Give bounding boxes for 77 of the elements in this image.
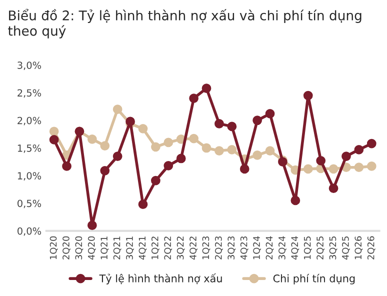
x-tick-label: 4Q24 (291, 236, 300, 260)
point (202, 84, 212, 94)
x-tick-label: 3Q23 (228, 236, 236, 260)
point (303, 164, 313, 174)
point (62, 162, 72, 171)
x-tick-label: 1Q26 (354, 236, 363, 260)
point (328, 164, 338, 174)
y-tick-label: 0,0% (18, 227, 42, 236)
point (189, 94, 198, 103)
point (252, 150, 262, 160)
y-tick-label: 0,5% (18, 200, 42, 208)
x-tick-label: 2Q22 (164, 236, 172, 260)
point (164, 160, 174, 170)
point (290, 196, 300, 206)
point (189, 134, 198, 144)
x-tick-label: 4Q22 (190, 236, 198, 260)
x-tick-label: 2Q20 (62, 236, 70, 260)
point (112, 104, 122, 114)
y-tick-label: 1,0% (18, 172, 42, 180)
point (151, 176, 160, 186)
x-tick-label: 1Q22 (151, 236, 160, 260)
y-tick-label: 2,5% (18, 89, 42, 98)
point (366, 162, 376, 171)
chart-title: Biểu đồ 2: Tỷ lệ hình thành nợ xấu và chi phí tín dụng theo quý (8, 8, 362, 38)
x-tick-label: 3Q24 (278, 236, 286, 260)
x-tick-label: 3Q21 (126, 236, 134, 260)
y-tick-label: 1,5% (18, 144, 42, 153)
point (202, 143, 212, 153)
point (151, 142, 160, 152)
point (227, 122, 237, 132)
x-tick-label: 1Q21 (100, 236, 109, 260)
x-tick-label: 3Q20 (75, 236, 84, 260)
point (176, 154, 186, 164)
x-tick-label: 1Q25 (304, 236, 312, 260)
point (354, 162, 364, 172)
legend-label: Chi phí tín dụng (273, 274, 355, 284)
x-tick-label: 1Q24 (253, 236, 261, 260)
x-tick-label: 4Q21 (138, 236, 147, 260)
point (138, 124, 148, 134)
point (87, 134, 97, 144)
x-tick-label: 4Q25 (342, 236, 350, 260)
point (227, 144, 237, 154)
point (214, 146, 224, 156)
x-tick-label: 3Q25 (329, 236, 338, 260)
x-tick-label: 1Q20 (50, 236, 58, 260)
point (252, 116, 262, 126)
x-tick-label: 2Q26 (367, 236, 376, 260)
point (112, 152, 122, 161)
point (49, 126, 59, 136)
point (342, 152, 351, 161)
point (164, 138, 174, 148)
x-tick-label: 4Q20 (88, 236, 96, 260)
y-tick-label: 3,0% (18, 62, 42, 70)
point (240, 164, 250, 174)
point (265, 109, 275, 118)
x-tick-label: 4Q23 (240, 236, 248, 260)
legend-label: Tỷ lệ hình thành nợ xấu (99, 273, 222, 284)
x-tick-label: 2Q25 (316, 236, 324, 260)
point (100, 141, 110, 150)
point (49, 135, 59, 144)
x-tick-label: 2Q21 (113, 236, 122, 260)
x-tick-label: 2Q23 (214, 236, 223, 260)
x-tick-label: 3Q22 (176, 236, 185, 260)
point (328, 184, 338, 194)
x-tick-label: 2Q24 (266, 236, 274, 260)
point (316, 156, 326, 166)
point (303, 90, 313, 100)
point (100, 166, 110, 176)
point (138, 200, 148, 210)
point (354, 144, 364, 154)
point (126, 116, 135, 126)
point (214, 119, 224, 128)
y-tick-label: 2,0% (18, 116, 42, 126)
x-tick-label: 1Q23 (202, 236, 210, 260)
point (366, 138, 376, 148)
point (87, 220, 97, 230)
point (265, 146, 275, 156)
